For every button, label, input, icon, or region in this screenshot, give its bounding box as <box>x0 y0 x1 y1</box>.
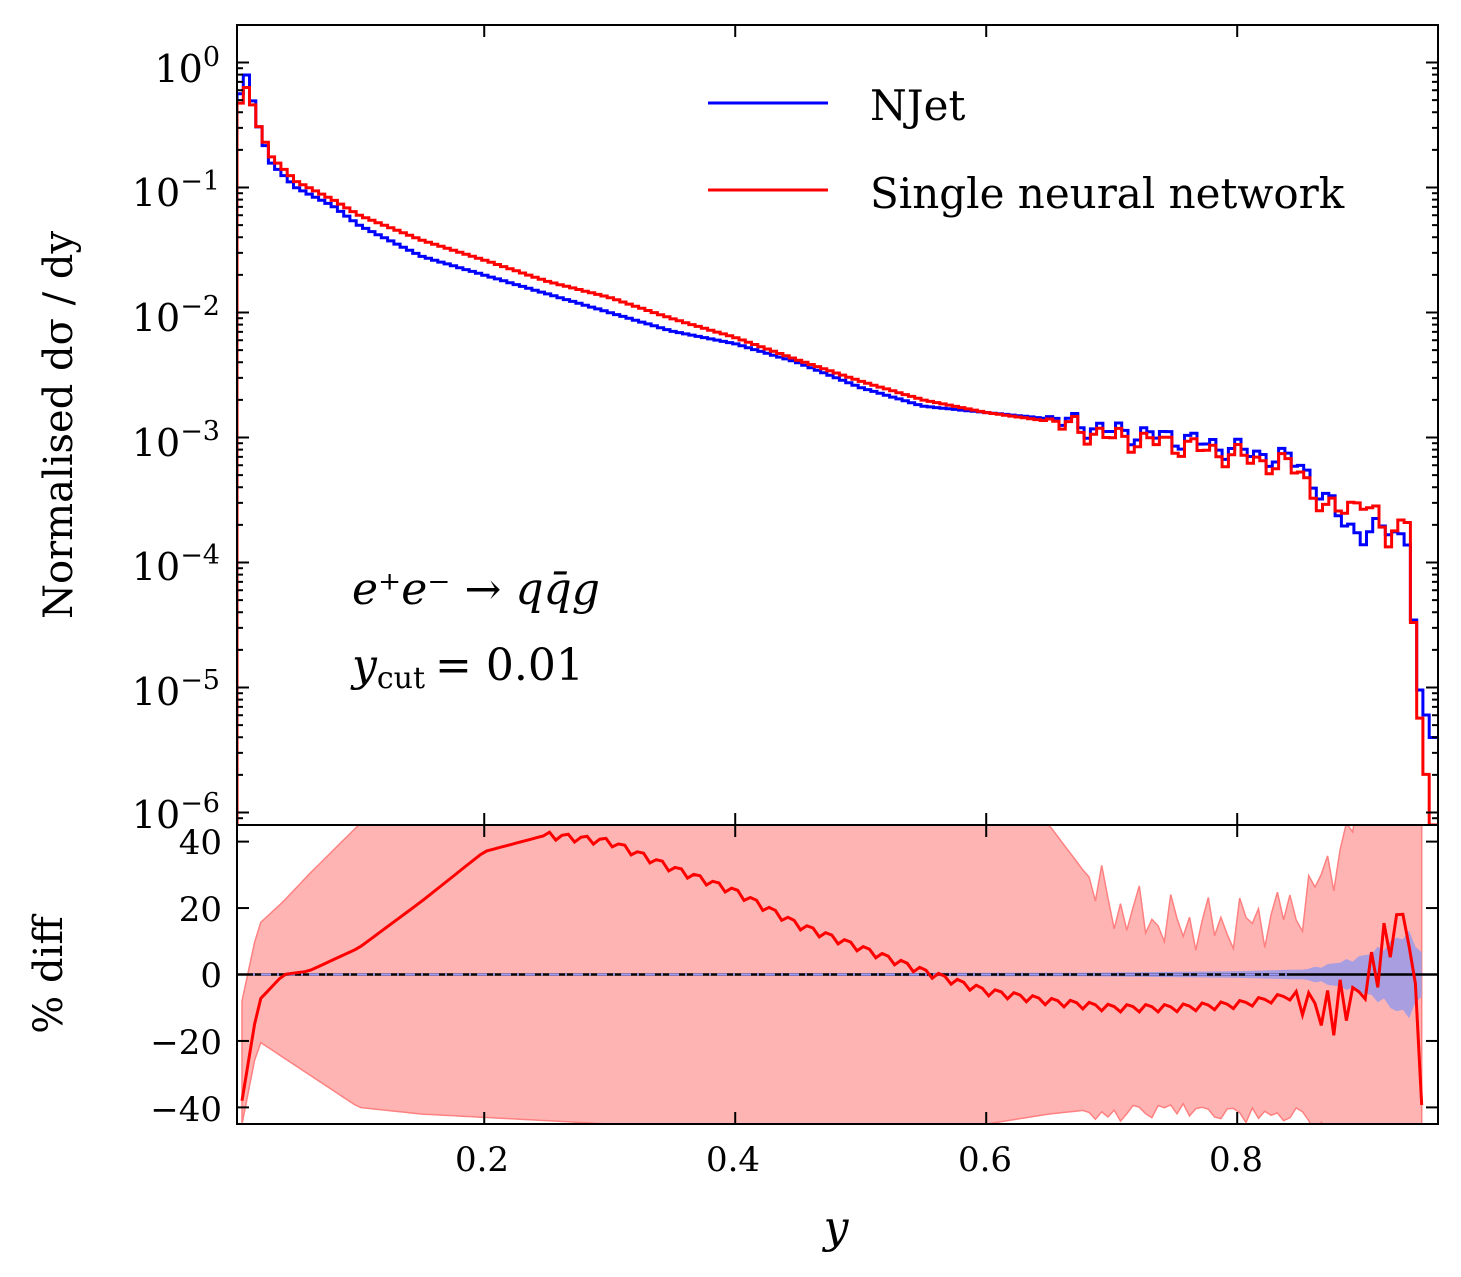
ratio-y-tick-label-20: 20 <box>179 890 222 930</box>
main-axes-frame <box>236 24 1439 826</box>
axis-ticks <box>237 25 1438 1124</box>
ratio-y-tick-label-minus20: −20 <box>150 1023 222 1063</box>
ratio-y-tick-label-40: 40 <box>179 823 222 863</box>
ratio-y-tick-labels: 40 20 0 −20 −40 <box>150 823 222 1130</box>
ratio-y-tick-label-0: 0 <box>200 956 222 996</box>
main-plot-content <box>237 73 1438 825</box>
ratio-y-tick-label-minus40: −40 <box>150 1090 222 1130</box>
process-label: e⁺e⁻ → qq̄g <box>352 564 600 615</box>
y-tick-label-1e0: 100 <box>154 42 220 91</box>
process-annotation: e⁺e⁻ → qq̄g ycut = 0.01 <box>350 564 600 696</box>
y-tick-label-1e-6: 10−6 <box>132 788 220 837</box>
nn-uncertainty-band <box>241 825 1423 1124</box>
nn-diff-line <box>240 830 1424 1106</box>
legend-nn-label: Single neural network <box>870 169 1345 218</box>
x-tick-label-0.6: 0.6 <box>958 1140 1012 1180</box>
ycut-label: ycut = 0.01 <box>350 640 584 696</box>
y-tick-label-1e-3: 10−3 <box>132 416 220 465</box>
y-tick-label-1e-1: 10−1 <box>132 166 220 215</box>
main-y-tick-labels: 100 10−1 10−2 10−3 10−4 10−5 10−6 <box>132 42 220 837</box>
ratio-y-axis-label: % diff <box>26 914 72 1034</box>
legend-njet-label: NJet <box>870 81 965 130</box>
y-tick-label-1e-5: 10−5 <box>132 665 220 714</box>
x-tick-label-0.2: 0.2 <box>455 1140 509 1180</box>
njet-histogram-line <box>237 73 1438 825</box>
x-tick-labels: 0.2 0.4 0.6 0.8 <box>455 1140 1263 1180</box>
legend: NJet Single neural network <box>708 81 1345 218</box>
x-tick-label-0.4: 0.4 <box>706 1140 760 1180</box>
nn-histogram-line <box>237 86 1438 825</box>
y-tick-label-1e-2: 10−2 <box>132 291 220 340</box>
main-y-axis-label: Normalised dσ / dy <box>36 231 82 620</box>
x-tick-label-0.8: 0.8 <box>1209 1140 1263 1180</box>
ratio-plot-content <box>237 825 1438 1124</box>
x-axis-label: y <box>822 1202 850 1253</box>
y-tick-label-1e-4: 10−4 <box>132 540 220 589</box>
